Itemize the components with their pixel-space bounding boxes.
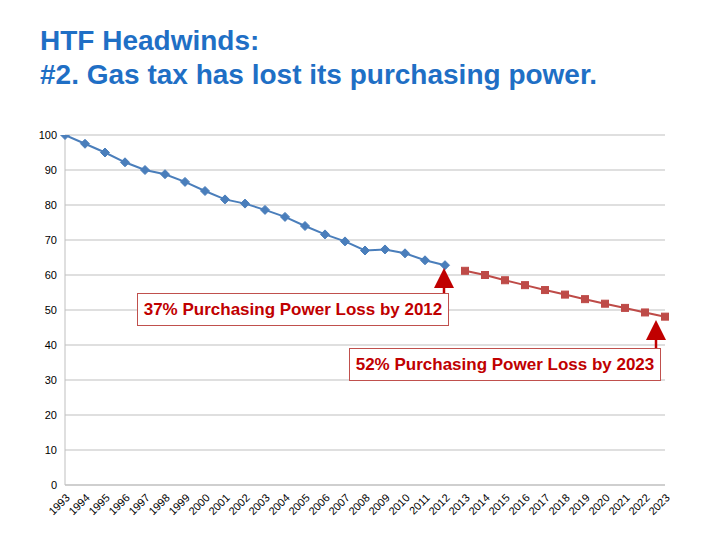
- svg-text:2003: 2003: [246, 491, 272, 517]
- svg-text:2011: 2011: [407, 491, 432, 516]
- svg-text:80: 80: [45, 199, 57, 211]
- svg-text:30: 30: [45, 374, 57, 386]
- svg-text:10: 10: [45, 444, 57, 456]
- svg-text:100: 100: [39, 129, 57, 141]
- svg-text:1999: 1999: [166, 491, 192, 517]
- svg-text:2023: 2023: [646, 491, 672, 517]
- svg-text:1997: 1997: [126, 491, 152, 517]
- html-text:#2. Gas tax has lost its purch: #2. Gas tax has lost its purchasing powe…: [40, 59, 598, 90]
- svg-text:2012: 2012: [426, 491, 452, 517]
- svg-text:2006: 2006: [306, 491, 332, 517]
- svg-text:2022: 2022: [626, 491, 652, 517]
- svg-text:1995: 1995: [86, 491, 112, 517]
- html-text:52% Purchasing Power Loss by 2: 52% Purchasing Power Loss by 2023: [355, 354, 655, 374]
- svg-text:2007: 2007: [326, 491, 352, 517]
- svg-text:50: 50: [45, 304, 57, 316]
- html-text:HTF Headwinds:: HTF Headwinds:: [40, 25, 260, 56]
- svg-text:2018: 2018: [546, 491, 572, 517]
- svg-text:2009: 2009: [366, 491, 392, 517]
- svg-text:2021: 2021: [606, 491, 632, 517]
- svg-text:40: 40: [45, 339, 57, 351]
- svg-text:2010: 2010: [386, 491, 412, 517]
- svg-text:1998: 1998: [146, 491, 172, 517]
- svg-text:60: 60: [45, 269, 57, 281]
- svg-text:2001: 2001: [206, 491, 232, 517]
- svg-text:70: 70: [45, 234, 57, 246]
- svg-text:2016: 2016: [506, 491, 532, 517]
- svg-text:2002: 2002: [226, 491, 252, 517]
- svg-text:2008: 2008: [346, 491, 372, 517]
- svg-text:2019: 2019: [566, 491, 592, 517]
- svg-text:2004: 2004: [266, 491, 292, 517]
- svg-text:0: 0: [51, 479, 57, 491]
- svg-text:90: 90: [45, 164, 57, 176]
- svg-text:2015: 2015: [486, 491, 512, 517]
- svg-text:2013: 2013: [446, 491, 472, 517]
- svg-text:2017: 2017: [526, 491, 552, 517]
- svg-text:1994: 1994: [66, 491, 92, 517]
- svg-text:2020: 2020: [586, 491, 612, 517]
- svg-text:2014: 2014: [466, 491, 492, 517]
- svg-text:20: 20: [45, 409, 57, 421]
- html-text:37% Purchasing Power Loss by 2: 37% Purchasing Power Loss by 2012: [143, 299, 443, 319]
- svg-text:1993: 1993: [46, 491, 72, 517]
- svg-text:2000: 2000: [186, 491, 212, 517]
- svg-text:1996: 1996: [106, 491, 132, 517]
- svg-text:2005: 2005: [286, 491, 312, 517]
